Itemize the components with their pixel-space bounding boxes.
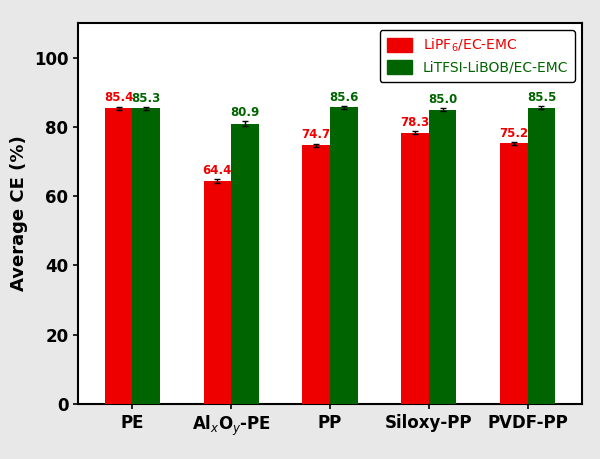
Legend: LiPF$_6$/EC-EMC, LiTFSI-LiBOB/EC-EMC: LiPF$_6$/EC-EMC, LiTFSI-LiBOB/EC-EMC: [380, 30, 575, 82]
Y-axis label: Average CE (%): Average CE (%): [10, 135, 28, 291]
Text: 85.6: 85.6: [329, 90, 359, 104]
Bar: [500, 144, 527, 404]
Text: 85.0: 85.0: [428, 93, 457, 106]
Text: 78.3: 78.3: [400, 116, 430, 129]
Text: 64.4: 64.4: [203, 164, 232, 177]
Bar: [203, 181, 231, 404]
Bar: [330, 107, 358, 404]
Text: 85.4: 85.4: [104, 91, 133, 104]
Bar: [401, 133, 429, 404]
Bar: [429, 110, 457, 404]
Bar: [104, 108, 133, 404]
Text: 85.5: 85.5: [527, 91, 556, 104]
Bar: [302, 145, 330, 404]
Text: 75.2: 75.2: [499, 127, 529, 140]
Text: 74.7: 74.7: [302, 129, 331, 141]
Bar: [231, 124, 259, 404]
Bar: [527, 108, 556, 404]
Text: 80.9: 80.9: [230, 106, 260, 119]
Bar: [133, 108, 160, 404]
Text: 85.3: 85.3: [131, 92, 161, 105]
